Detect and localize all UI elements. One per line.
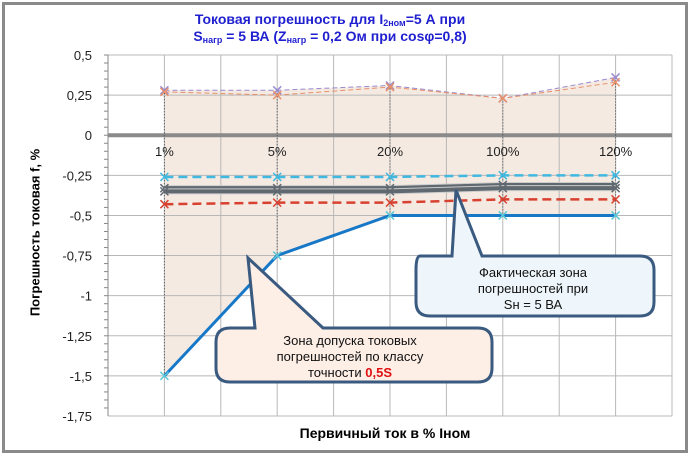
y-tick-label: -1,5 <box>70 369 92 384</box>
data-point-marker <box>272 186 282 196</box>
data-point-marker <box>159 172 169 182</box>
data-point-marker <box>385 198 395 208</box>
data-point-marker <box>611 183 621 193</box>
data-point-marker <box>498 210 508 220</box>
data-point-marker <box>498 194 508 204</box>
chart-title-line1: Токовая погрешность для I2ном=5 А при <box>194 11 466 28</box>
data-point-marker <box>159 85 169 95</box>
data-point-marker <box>159 371 169 381</box>
chart-title-line2: Sнагр = 5 ВА (Zнагр = 0,2 Ом при cosφ=0,… <box>193 28 467 45</box>
data-point-marker <box>159 87 169 97</box>
data-point-marker <box>611 194 621 204</box>
data-point-marker <box>272 90 282 100</box>
y-tick-label: 0,25 <box>67 88 92 103</box>
data-point-marker <box>385 80 395 91</box>
y-tick-label: -1 <box>80 289 92 304</box>
data-point-marker <box>385 172 395 182</box>
data-point-marker <box>498 170 508 180</box>
data-point-marker <box>385 186 395 196</box>
data-point-marker <box>385 210 395 220</box>
data-point-marker <box>159 186 169 196</box>
callout-actual-bubble <box>414 189 656 318</box>
y-tick-label: -1,75 <box>62 409 92 424</box>
y-tick-label: -0,75 <box>62 249 92 264</box>
data-point-marker <box>272 198 282 208</box>
data-point-marker <box>272 251 282 261</box>
x-tick-label: 1% <box>155 144 174 159</box>
data-point-marker <box>498 183 508 193</box>
data-point-marker <box>498 93 508 103</box>
data-point-marker <box>272 172 282 182</box>
data-point-marker <box>611 170 621 180</box>
x-tick-label: 100% <box>486 144 520 159</box>
data-point-marker <box>611 77 621 87</box>
callout-tolerance-zone: Зона допуска токовых погрешностей по клас… <box>276 333 424 380</box>
y-tick-label: -0,25 <box>62 168 92 183</box>
callout-tolerance-bubble <box>214 254 494 384</box>
x-tick-label: 120% <box>599 144 633 159</box>
data-point-marker <box>159 199 169 209</box>
y-axis-label: Погрешность токовая f, % <box>27 148 43 317</box>
y-tick-label: -1,25 <box>62 329 92 344</box>
x-tick-label: 5% <box>268 144 287 159</box>
y-tick-label: 0 <box>85 128 92 143</box>
y-tick-label: -0,5 <box>70 208 92 223</box>
y-tick-label: 0,5 <box>74 48 92 63</box>
data-point-marker <box>611 210 621 220</box>
x-axis-label: Первичный ток в % Iном <box>299 425 471 441</box>
chart-frame <box>2 2 688 453</box>
callout-actual-zone: Фактическая зона погрешностей при Sн = 5 В… <box>477 265 589 312</box>
data-point-marker <box>385 82 395 92</box>
